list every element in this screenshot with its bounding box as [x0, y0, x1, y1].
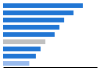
bar	[3, 10, 74, 15]
bar	[3, 25, 59, 30]
bar	[3, 61, 29, 66]
bar	[3, 32, 55, 37]
chart	[0, 0, 100, 71]
bar	[3, 47, 41, 52]
bar	[3, 3, 83, 8]
x-axis-line	[4, 67, 98, 68]
bar	[3, 18, 64, 23]
x-axis	[4, 67, 98, 68]
bars	[3, 3, 83, 65]
bar	[3, 39, 45, 44]
bar	[3, 54, 36, 59]
plot-area	[3, 3, 98, 67]
